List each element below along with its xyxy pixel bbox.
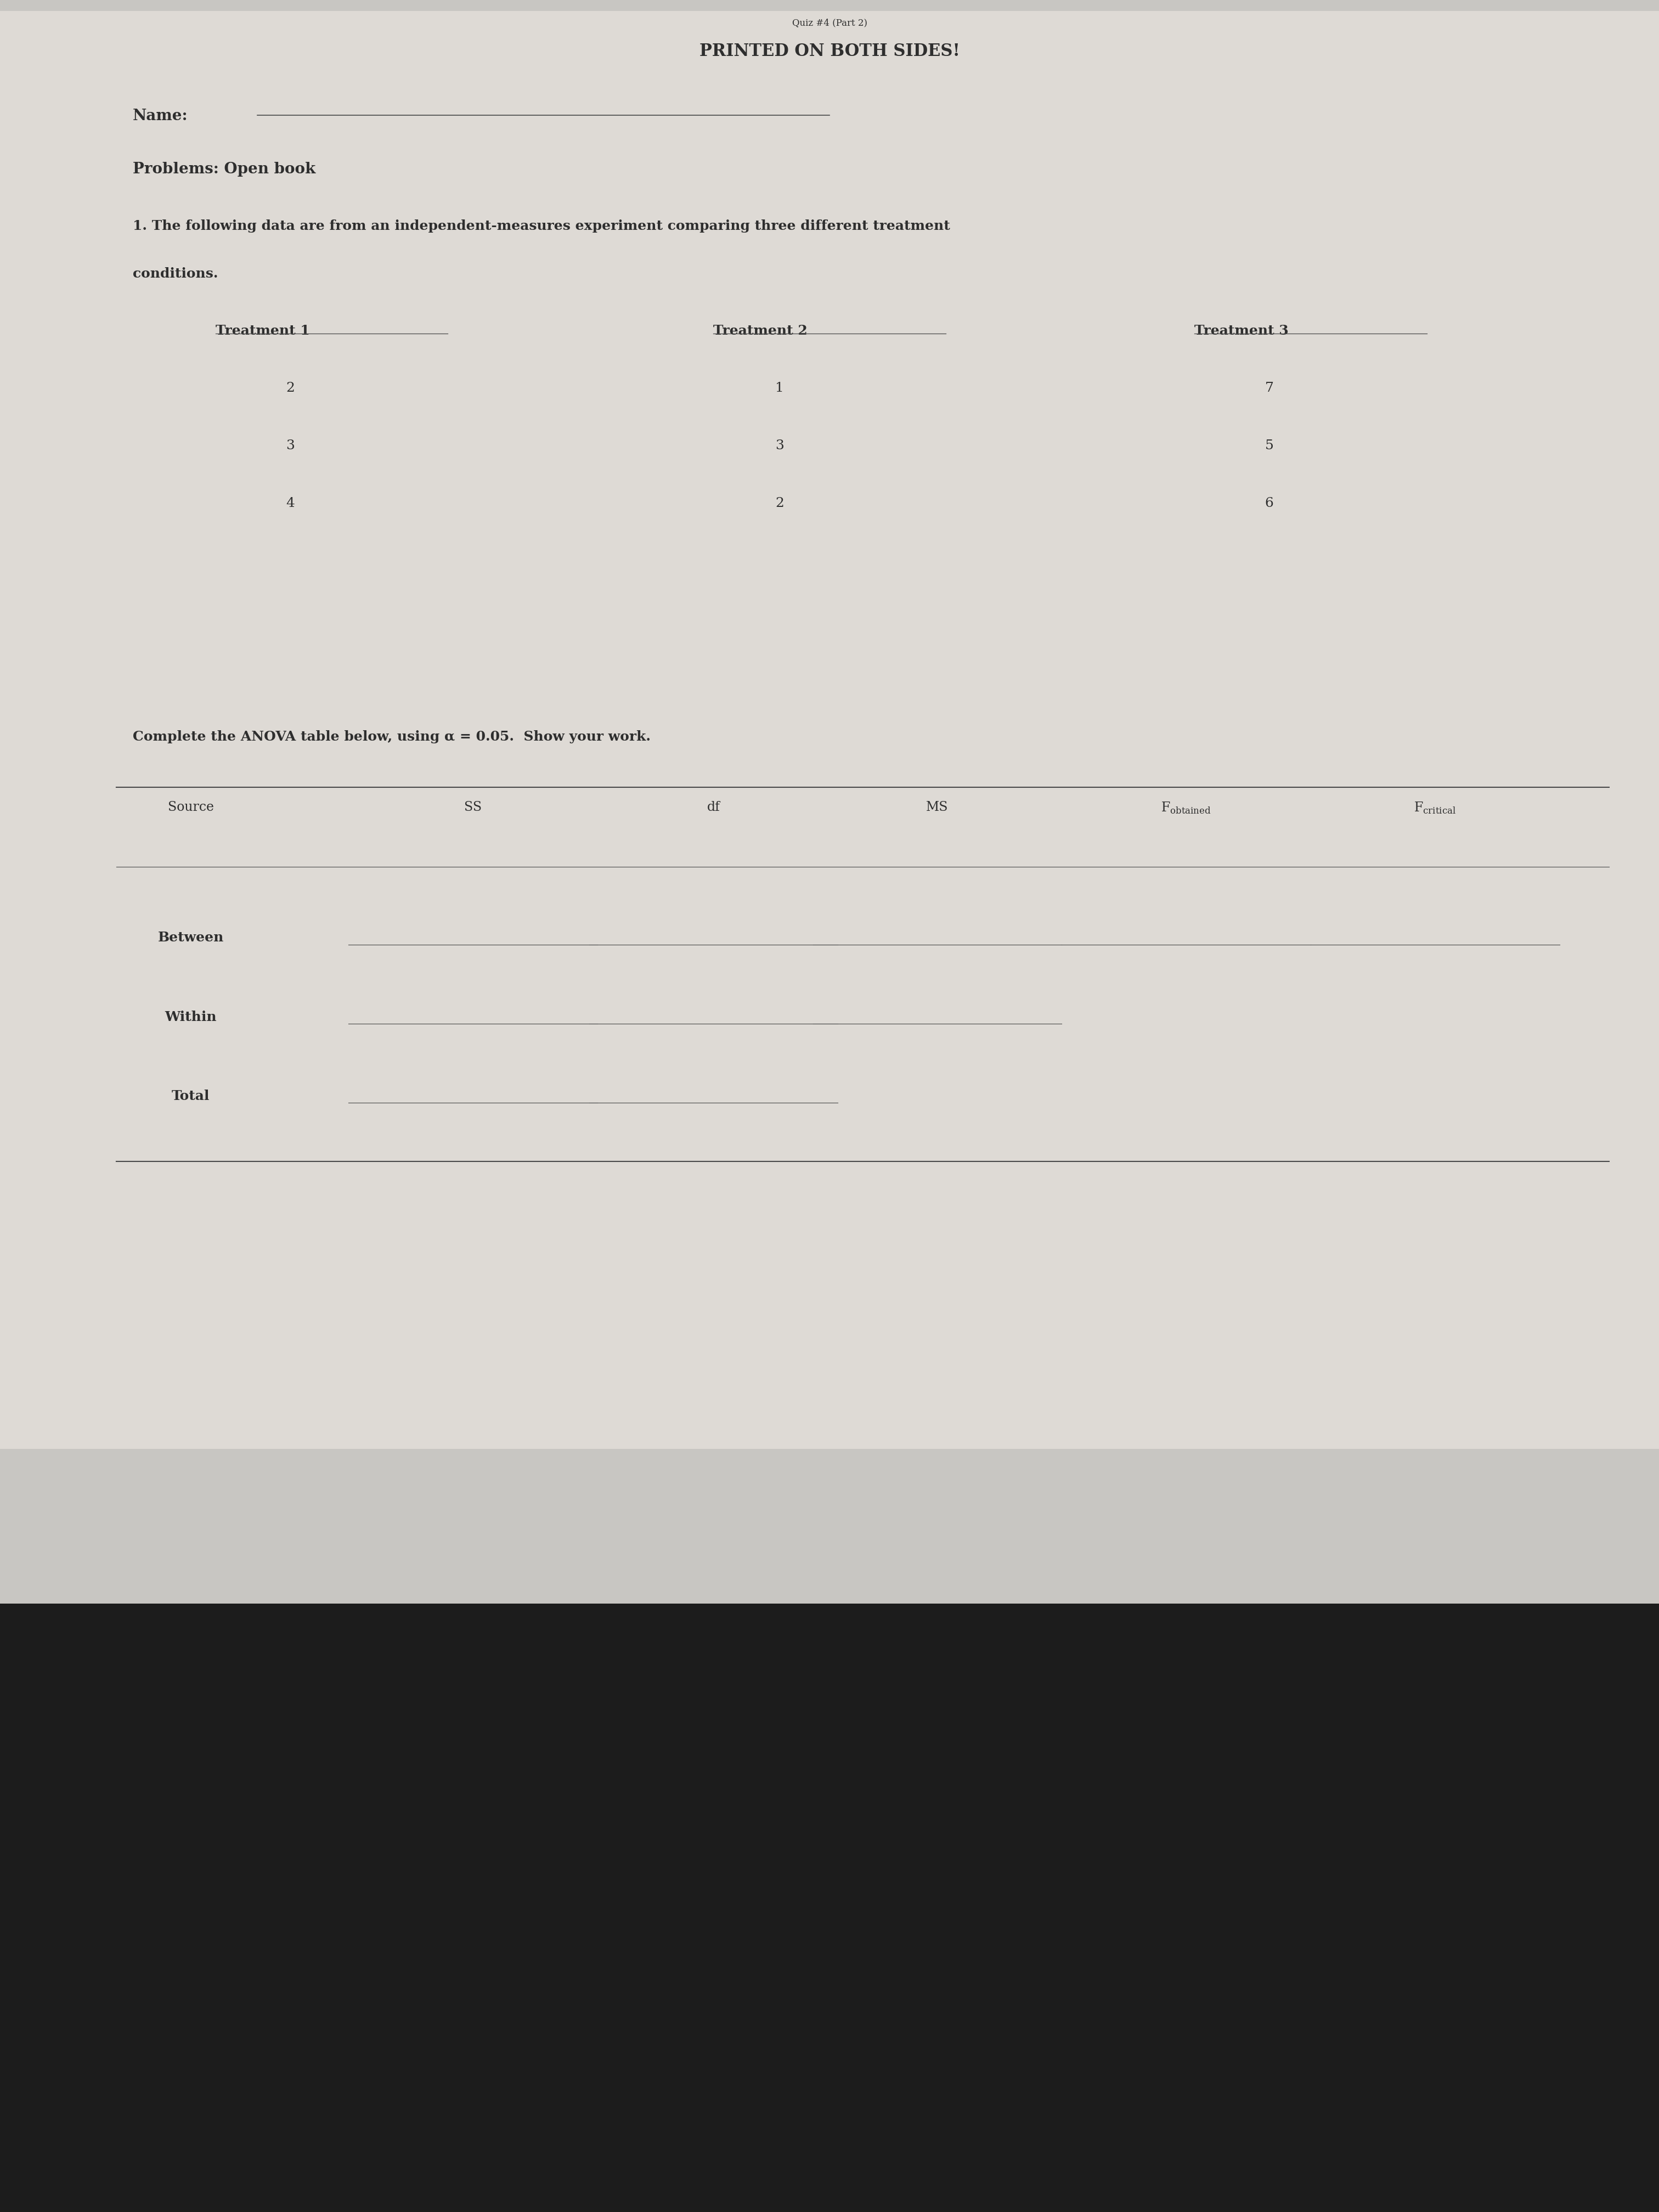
Text: F$_{\mathregular{critical}}$: F$_{\mathregular{critical}}$ <box>1413 801 1457 814</box>
Text: 1: 1 <box>775 383 785 394</box>
Text: 4: 4 <box>285 498 295 509</box>
Text: Name:: Name: <box>133 108 187 124</box>
Text: Between: Between <box>158 931 224 945</box>
Text: Complete the ANOVA table below, using α = 0.05.  Show your work.: Complete the ANOVA table below, using α … <box>133 730 650 743</box>
Text: 3: 3 <box>285 440 295 451</box>
Text: Total: Total <box>173 1091 209 1102</box>
Text: F$_{\mathregular{obtained}}$: F$_{\mathregular{obtained}}$ <box>1161 801 1211 814</box>
FancyBboxPatch shape <box>0 1604 1659 2212</box>
Text: 3: 3 <box>775 440 785 451</box>
Text: SS: SS <box>465 801 481 814</box>
Text: 7: 7 <box>1264 383 1274 394</box>
Text: Treatment 1: Treatment 1 <box>216 325 310 338</box>
Text: Source: Source <box>168 801 214 814</box>
Text: Problems: Open book: Problems: Open book <box>133 161 315 177</box>
Text: df: df <box>707 801 720 814</box>
Text: 2: 2 <box>285 383 295 394</box>
Text: 1. The following data are from an independent-measures experiment comparing thre: 1. The following data are from an indepe… <box>133 219 951 232</box>
Text: 5: 5 <box>1264 440 1274 451</box>
Text: Within: Within <box>164 1011 217 1024</box>
Text: conditions.: conditions. <box>133 268 217 281</box>
Text: Treatment 3: Treatment 3 <box>1194 325 1289 338</box>
Text: 2: 2 <box>775 498 785 509</box>
Text: Quiz #4 (Part 2): Quiz #4 (Part 2) <box>791 18 868 27</box>
Text: 6: 6 <box>1264 498 1274 509</box>
FancyBboxPatch shape <box>0 11 1659 1449</box>
Text: MS: MS <box>926 801 949 814</box>
Text: PRINTED ON BOTH SIDES!: PRINTED ON BOTH SIDES! <box>698 42 961 60</box>
Text: Treatment 2: Treatment 2 <box>713 325 808 338</box>
